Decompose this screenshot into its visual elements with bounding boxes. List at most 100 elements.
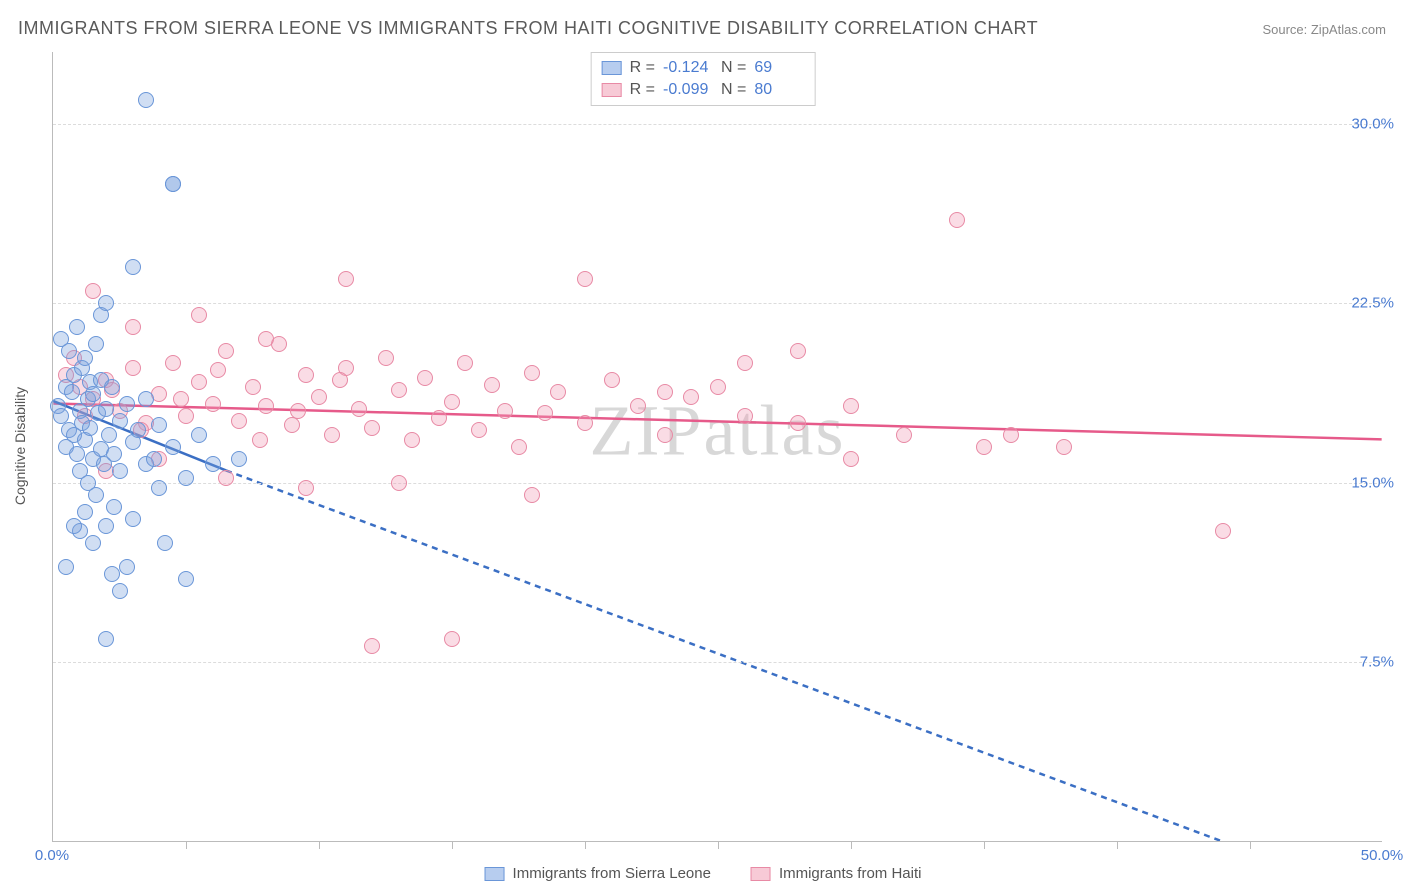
scatter-point-b xyxy=(404,432,420,448)
series-b-name: Immigrants from Haiti xyxy=(779,865,922,882)
scatter-point-b xyxy=(511,439,527,455)
scatter-point-a xyxy=(69,319,85,335)
scatter-point-b xyxy=(737,408,753,424)
y-tick-label: 22.5% xyxy=(1351,295,1394,312)
scatter-point-a xyxy=(69,446,85,462)
y-tick-label: 7.5% xyxy=(1360,654,1394,671)
scatter-point-b xyxy=(444,631,460,647)
scatter-point-b xyxy=(252,432,268,448)
swatch-series-a xyxy=(485,867,505,881)
scatter-point-a xyxy=(98,631,114,647)
n-value-b: 80 xyxy=(754,79,804,101)
scatter-point-a xyxy=(205,456,221,472)
scatter-point-b xyxy=(431,410,447,426)
x-tick-mark xyxy=(319,841,320,849)
scatter-point-a xyxy=(104,566,120,582)
scatter-point-b xyxy=(298,480,314,496)
scatter-point-b xyxy=(218,470,234,486)
scatter-point-b xyxy=(85,283,101,299)
swatch-series-b xyxy=(602,83,622,97)
scatter-point-b xyxy=(191,374,207,390)
scatter-point-b xyxy=(332,372,348,388)
scatter-point-b xyxy=(710,379,726,395)
scatter-point-a xyxy=(130,422,146,438)
scatter-point-b xyxy=(258,331,274,347)
scatter-point-a xyxy=(125,259,141,275)
scatter-point-a xyxy=(106,499,122,515)
gridline-h xyxy=(53,303,1382,304)
scatter-point-b xyxy=(843,398,859,414)
source-attribution: Source: ZipAtlas.com xyxy=(1262,22,1386,37)
legend-item-b: Immigrants from Haiti xyxy=(751,865,922,882)
scatter-point-a xyxy=(125,511,141,527)
n-label: N = xyxy=(721,57,746,79)
scatter-point-a xyxy=(88,487,104,503)
r-value-b: -0.099 xyxy=(663,79,713,101)
scatter-point-a xyxy=(88,336,104,352)
x-tick-label: 0.0% xyxy=(35,847,69,864)
scatter-point-a xyxy=(85,535,101,551)
scatter-point-b xyxy=(524,487,540,503)
watermark: ZIPatlas xyxy=(590,389,846,472)
n-label: N = xyxy=(721,79,746,101)
scatter-point-b xyxy=(471,422,487,438)
scatter-point-b xyxy=(896,427,912,443)
gridline-h xyxy=(53,662,1382,663)
scatter-point-b xyxy=(210,362,226,378)
scatter-point-b xyxy=(790,343,806,359)
scatter-point-a xyxy=(85,386,101,402)
gridline-h xyxy=(53,124,1382,125)
scatter-point-a xyxy=(138,92,154,108)
scatter-point-b xyxy=(604,372,620,388)
swatch-series-b xyxy=(751,867,771,881)
scatter-point-a xyxy=(119,559,135,575)
scatter-point-a xyxy=(151,480,167,496)
legend-item-a: Immigrants from Sierra Leone xyxy=(485,865,711,882)
chart-title: IMMIGRANTS FROM SIERRA LEONE VS IMMIGRAN… xyxy=(18,18,1038,39)
scatter-point-a xyxy=(151,417,167,433)
scatter-point-a xyxy=(104,379,120,395)
scatter-point-b xyxy=(843,451,859,467)
scatter-point-b xyxy=(790,415,806,431)
plot-area: ZIPatlas xyxy=(52,52,1382,842)
x-tick-mark xyxy=(984,841,985,849)
scatter-point-b xyxy=(1056,439,1072,455)
x-tick-mark xyxy=(186,841,187,849)
scatter-point-a xyxy=(146,451,162,467)
scatter-point-a xyxy=(138,391,154,407)
scatter-point-b xyxy=(737,355,753,371)
scatter-point-b xyxy=(1215,523,1231,539)
scatter-point-b xyxy=(391,382,407,398)
scatter-point-b xyxy=(178,408,194,424)
scatter-point-b xyxy=(657,427,673,443)
scatter-point-b xyxy=(657,384,673,400)
scatter-point-a xyxy=(106,446,122,462)
x-tick-mark xyxy=(718,841,719,849)
scatter-point-b xyxy=(391,475,407,491)
legend-series: Immigrants from Sierra Leone Immigrants … xyxy=(485,865,922,882)
trendlines-layer xyxy=(53,52,1382,841)
y-axis-label: Cognitive Disability xyxy=(12,387,28,505)
scatter-point-a xyxy=(231,451,247,467)
scatter-point-b xyxy=(577,415,593,431)
x-tick-mark xyxy=(1250,841,1251,849)
scatter-point-b xyxy=(258,398,274,414)
scatter-point-b xyxy=(284,417,300,433)
scatter-point-a xyxy=(112,463,128,479)
scatter-point-b xyxy=(683,389,699,405)
scatter-point-a xyxy=(191,427,207,443)
scatter-point-b xyxy=(550,384,566,400)
scatter-point-a xyxy=(98,518,114,534)
scatter-point-a xyxy=(165,439,181,455)
scatter-point-a xyxy=(58,559,74,575)
gridline-h xyxy=(53,483,1382,484)
legend-stats-row-a: R = -0.124 N = 69 xyxy=(602,57,805,79)
scatter-point-a xyxy=(77,350,93,366)
scatter-point-b xyxy=(311,389,327,405)
scatter-point-b xyxy=(338,271,354,287)
scatter-point-a xyxy=(98,295,114,311)
scatter-point-b xyxy=(218,343,234,359)
scatter-point-b xyxy=(191,307,207,323)
x-tick-mark xyxy=(1117,841,1118,849)
r-label: R = xyxy=(630,57,655,79)
